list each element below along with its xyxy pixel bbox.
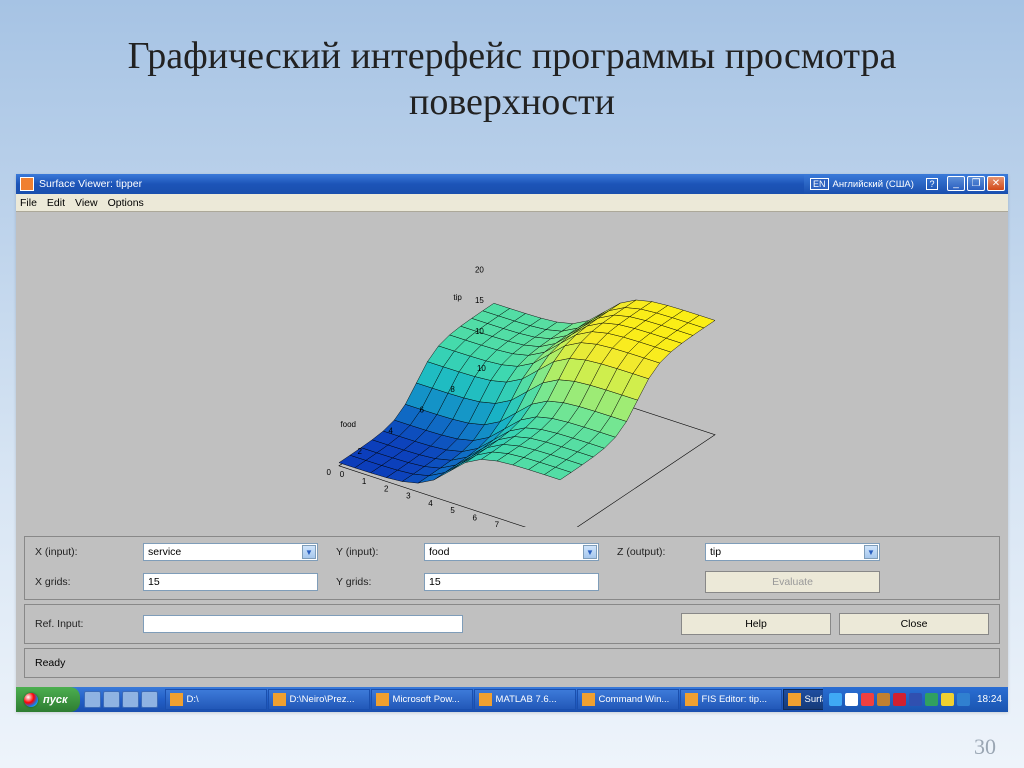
- page-number: 30: [974, 734, 996, 760]
- svg-text:20: 20: [475, 265, 484, 274]
- z-output-combo[interactable]: tip▼: [705, 543, 880, 561]
- y-input-label: Y (input):: [336, 546, 436, 558]
- task-button[interactable]: D:\Neiro\Prez...: [268, 689, 370, 710]
- tray-icon[interactable]: [829, 693, 842, 706]
- task-button[interactable]: FIS Editor: tip...: [680, 689, 782, 710]
- tray-icon[interactable]: [957, 693, 970, 706]
- language-bar[interactable]: EN Английский (США) ?: [804, 174, 944, 194]
- menu-options[interactable]: Options: [108, 197, 144, 209]
- svg-text:3: 3: [406, 492, 411, 501]
- svg-text:4: 4: [388, 426, 393, 435]
- language-name: Английский (США): [833, 179, 914, 190]
- language-code: EN: [810, 178, 829, 190]
- svg-text:10: 10: [477, 364, 486, 373]
- menu-view[interactable]: View: [75, 197, 98, 209]
- tray-icon[interactable]: [909, 693, 922, 706]
- y-grids-label: Y grids:: [336, 576, 436, 588]
- svg-text:tip: tip: [453, 293, 462, 302]
- task-button[interactable]: Surface Viewe...: [783, 689, 823, 710]
- help-button[interactable]: Help: [681, 613, 831, 635]
- taskbar: пуск D:\D:\Neiro\Prez...Microsoft Pow...…: [16, 687, 1008, 712]
- tray-icon[interactable]: [861, 693, 874, 706]
- help-icon[interactable]: ?: [926, 178, 938, 190]
- minimize-button[interactable]: _: [947, 176, 965, 191]
- start-button[interactable]: пуск: [16, 687, 80, 712]
- titlebar[interactable]: Surface Viewer: tipper: [16, 174, 804, 194]
- svg-text:10: 10: [475, 327, 484, 336]
- maximize-button[interactable]: ❐: [967, 176, 985, 191]
- clock: 18:24: [977, 694, 1002, 705]
- menu-edit[interactable]: Edit: [47, 197, 65, 209]
- svg-text:6: 6: [472, 513, 477, 522]
- surface-plot[interactable]: 0123456789100246810101520servicefoodtip: [16, 212, 1008, 532]
- close-button[interactable]: ✕: [987, 176, 1005, 191]
- app-window: Surface Viewer: tipper EN Английский (СШ…: [16, 174, 1008, 712]
- task-button[interactable]: Command Win...: [577, 689, 679, 710]
- io-panel: X (input): service▼ Y (input): food▼ Z (…: [24, 536, 1000, 600]
- close-panel-button[interactable]: Close: [839, 613, 989, 635]
- ql-icon[interactable]: [122, 691, 139, 708]
- tray-icon[interactable]: [925, 693, 938, 706]
- menu-file[interactable]: File: [20, 197, 37, 209]
- svg-text:15: 15: [475, 296, 484, 305]
- windows-logo-icon: [24, 693, 38, 707]
- evaluate-button: Evaluate: [705, 571, 880, 593]
- ql-icon[interactable]: [103, 691, 120, 708]
- y-input-combo[interactable]: food▼: [424, 543, 599, 561]
- svg-text:4: 4: [428, 499, 433, 508]
- task-button[interactable]: Microsoft Pow...: [371, 689, 473, 710]
- task-button[interactable]: D:\: [165, 689, 267, 710]
- x-grids-label: X grids:: [35, 576, 135, 588]
- ref-input-field[interactable]: [143, 615, 463, 633]
- ref-panel: Ref. Input: Help Close: [24, 604, 1000, 644]
- slide-title: Графический интерфейс программы просмотр…: [0, 0, 1024, 145]
- svg-text:0: 0: [340, 470, 345, 479]
- window-title: Surface Viewer: tipper: [39, 178, 142, 190]
- status-bar: Ready: [24, 648, 1000, 678]
- svg-text:0: 0: [327, 468, 332, 477]
- task-buttons: D:\D:\Neiro\Prez...Microsoft Pow...MATLA…: [162, 689, 823, 710]
- svg-text:7: 7: [495, 521, 500, 527]
- chevron-down-icon[interactable]: ▼: [583, 545, 597, 559]
- ql-icon[interactable]: [141, 691, 158, 708]
- matlab-icon: [20, 177, 34, 191]
- x-input-combo[interactable]: service▼: [143, 543, 318, 561]
- svg-text:food: food: [340, 420, 356, 429]
- x-grids-input[interactable]: 15: [143, 573, 318, 591]
- svg-text:5: 5: [450, 506, 455, 515]
- tray-icon[interactable]: [941, 693, 954, 706]
- tray-icon[interactable]: [877, 693, 890, 706]
- svg-text:1: 1: [362, 477, 367, 486]
- x-input-label: X (input):: [35, 546, 135, 558]
- y-grids-input[interactable]: 15: [424, 573, 599, 591]
- ql-icon[interactable]: [84, 691, 101, 708]
- quick-launch: [80, 691, 162, 708]
- tray-icon[interactable]: [845, 693, 858, 706]
- svg-text:2: 2: [384, 484, 389, 493]
- menubar: File Edit View Options: [16, 194, 1008, 212]
- svg-text:8: 8: [450, 385, 455, 394]
- ref-input-label: Ref. Input:: [35, 618, 135, 630]
- system-tray: 18:24: [823, 687, 1008, 712]
- z-output-label: Z (output):: [617, 546, 717, 558]
- task-button[interactable]: MATLAB 7.6...: [474, 689, 576, 710]
- tray-icon[interactable]: [893, 693, 906, 706]
- chevron-down-icon[interactable]: ▼: [302, 545, 316, 559]
- chevron-down-icon[interactable]: ▼: [864, 545, 878, 559]
- svg-text:2: 2: [358, 447, 363, 456]
- svg-text:6: 6: [419, 406, 424, 415]
